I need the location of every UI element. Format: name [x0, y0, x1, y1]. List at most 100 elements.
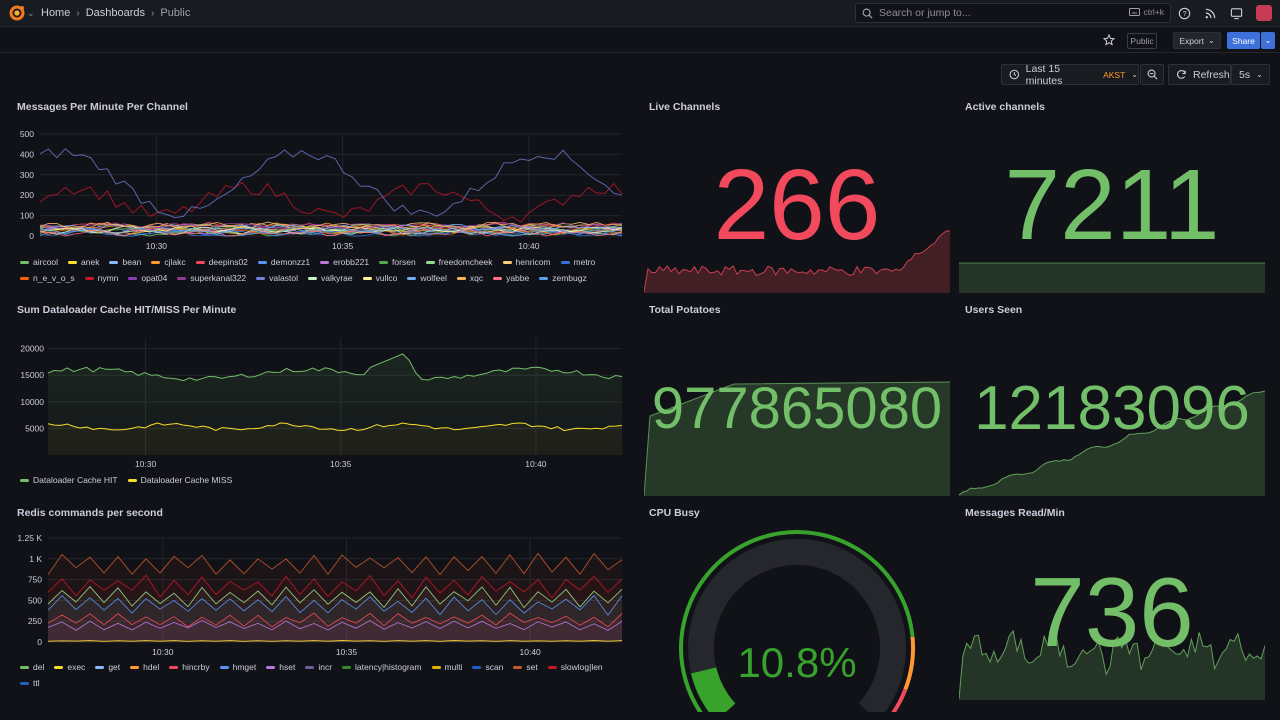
panel-title-live-channels[interactable]: Live Channels	[649, 101, 721, 113]
help-icon[interactable]: ?	[1178, 7, 1191, 20]
breadcrumb-home[interactable]: Home	[41, 7, 71, 19]
legend-swatch	[195, 260, 205, 264]
kiosk-icon[interactable]	[1230, 7, 1243, 20]
zoom-out-button[interactable]	[1140, 64, 1164, 85]
y-tick-label: 200	[20, 190, 34, 200]
redis-timeseries-chart[interactable]: 1.25 K 1 K 750 500 250 0 10:30 10:35 10:40	[0, 528, 635, 661]
legend-item[interactable]: incr	[305, 662, 332, 672]
panel-title-messages[interactable]: Messages Per Minute Per Channel	[17, 101, 188, 113]
series-line	[47, 552, 623, 576]
search-input[interactable]: Search or jump to... ctrl+k	[855, 3, 1171, 23]
legend-item[interactable]: freedomcheek	[425, 257, 493, 267]
legend-item[interactable]: hincrby	[169, 662, 210, 672]
legend-swatch	[20, 665, 29, 669]
x-tick-label: 10:30	[152, 647, 174, 657]
legend-item[interactable]: metro	[560, 257, 595, 267]
legend-item[interactable]: anek	[68, 257, 99, 267]
refresh-button[interactable]: Refresh	[1168, 64, 1231, 85]
y-tick-label: 1.25 K	[17, 533, 42, 543]
x-tick-label: 10:40	[520, 647, 542, 657]
legend-item[interactable]: wolfeel	[407, 273, 447, 283]
legend-item[interactable]: opat04	[128, 273, 167, 283]
legend-item[interactable]: hdel	[130, 662, 159, 672]
legend-swatch	[257, 260, 267, 264]
breadcrumb-dashboards[interactable]: Dashboards	[85, 7, 146, 19]
time-range-picker[interactable]: Last 15 minutes AKST ⌄	[1001, 63, 1139, 87]
legend-label: zembugz	[552, 273, 587, 283]
news-icon[interactable]	[1204, 7, 1217, 20]
legend-item[interactable]: del	[20, 662, 44, 672]
panel-title-cache[interactable]: Sum Dataloader Cache HIT/MISS Per Minute	[17, 304, 237, 316]
legend-item[interactable]: superkanal322	[177, 273, 246, 283]
legend-item[interactable]: ttl	[20, 678, 40, 688]
legend-item[interactable]: scan	[472, 662, 503, 672]
legend-label: anek	[81, 257, 100, 267]
legend-item[interactable]: hmget	[219, 662, 256, 672]
chevron-down-icon[interactable]: ⌄	[27, 8, 35, 18]
panel-title-users-seen[interactable]: Users Seen	[965, 304, 1023, 316]
series-line-hit	[47, 353, 623, 382]
legend-item[interactable]: exec	[54, 662, 85, 672]
legend-swatch	[425, 260, 435, 264]
legend-item[interactable]: Dataloader Cache HIT	[20, 475, 118, 485]
legend-swatch	[20, 681, 29, 685]
legend-swatch	[20, 276, 29, 280]
active-channels-value: 7211	[1004, 149, 1220, 261]
panel-title-total-potatoes[interactable]: Total Potatoes	[649, 304, 721, 316]
legend-item[interactable]: erobb221	[320, 257, 369, 267]
legend-item[interactable]: cjlakc	[151, 257, 186, 267]
legend-item[interactable]: valastol	[256, 273, 298, 283]
legend-item[interactable]: henricom	[502, 257, 551, 267]
avatar[interactable]	[1256, 5, 1272, 21]
cache-timeseries-chart[interactable]: 20000 15000 10000 5000 10:30 10:35 10:40	[0, 325, 635, 473]
legend-item[interactable]: zembugz	[539, 273, 587, 283]
share-dropdown-button[interactable]: ⌄	[1261, 32, 1275, 49]
legend-item[interactable]: slowlog|len	[547, 662, 603, 672]
gauge-threshold-orange	[903, 636, 916, 691]
legend-item[interactable]: multi	[431, 662, 462, 672]
legend-item[interactable]: nymn	[84, 273, 119, 283]
y-tick-label: 5000	[25, 423, 44, 433]
legend-label: slowlog|len	[560, 662, 603, 672]
legend-label: nymn	[97, 273, 119, 283]
series-line	[47, 612, 623, 628]
legend-item[interactable]: yabbe	[493, 273, 529, 283]
panel-title-redis[interactable]: Redis commands per second	[17, 507, 163, 519]
star-icon[interactable]	[1103, 34, 1115, 46]
y-tick-label: 15000	[20, 370, 44, 380]
legend-item[interactable]: vullco	[362, 273, 397, 283]
legend-item[interactable]: aircool	[20, 257, 58, 267]
refresh-interval-picker[interactable]: 5s ⌄	[1231, 64, 1270, 85]
legend-item[interactable]: set	[513, 662, 538, 672]
y-tick-label: 500	[28, 595, 42, 605]
active-channels-sparkline	[959, 262, 1265, 293]
legend-item[interactable]: deepins02	[195, 257, 248, 267]
legend-item[interactable]: demonzz1	[257, 257, 310, 267]
legend-swatch	[539, 276, 549, 280]
legend-item[interactable]: Dataloader Cache MISS	[127, 475, 232, 485]
legend-swatch	[256, 276, 266, 280]
legend-swatch	[456, 276, 466, 280]
messages-timeseries-chart[interactable]: 500 400 300 200 100 0 10:30 10:35 10:40	[0, 120, 635, 255]
grafana-logo-icon[interactable]	[8, 4, 26, 22]
legend-item[interactable]: valkyrae	[307, 273, 353, 283]
legend-label: valastol	[269, 273, 298, 283]
legend-item[interactable]: latency|histogram	[342, 662, 422, 672]
panel-title-messages-read[interactable]: Messages Read/Min	[965, 507, 1065, 519]
series-line	[47, 640, 623, 642]
panel-title-cpu-busy[interactable]: CPU Busy	[649, 507, 700, 519]
svg-text:?: ?	[1183, 11, 1187, 18]
legend-item[interactable]: get	[95, 662, 120, 672]
cpu-busy-gauge	[679, 530, 916, 712]
export-button[interactable]: Export ⌄	[1173, 32, 1221, 49]
legend-item[interactable]: bean	[109, 257, 141, 267]
legend-label: set	[526, 662, 538, 672]
share-button[interactable]: Share	[1227, 32, 1260, 49]
panel-title-active-channels[interactable]: Active channels	[965, 101, 1045, 113]
legend-item[interactable]: forsen	[379, 257, 416, 267]
legend-item[interactable]: xqc	[456, 273, 483, 283]
legend-label: superkanal322	[190, 273, 247, 283]
legend-item[interactable]: hset	[266, 662, 295, 672]
legend-item[interactable]: n_e_v_o_s	[20, 273, 75, 283]
legend-swatch	[472, 665, 482, 669]
